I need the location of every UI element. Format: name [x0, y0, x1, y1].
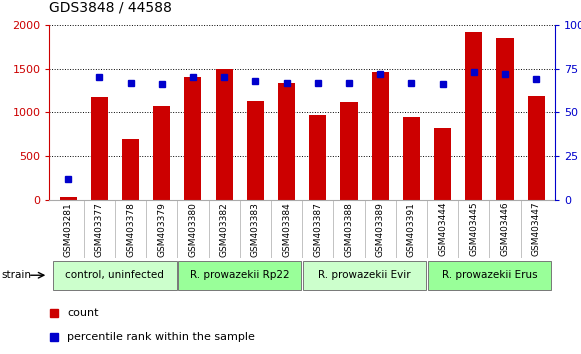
FancyBboxPatch shape: [53, 261, 177, 290]
Text: GSM403389: GSM403389: [376, 202, 385, 257]
FancyBboxPatch shape: [178, 261, 302, 290]
Bar: [184, 78, 202, 200]
Bar: [434, 128, 451, 200]
Bar: [247, 101, 264, 200]
Bar: [371, 72, 389, 200]
Text: GSM403377: GSM403377: [95, 202, 104, 257]
Text: GSM403384: GSM403384: [282, 202, 291, 257]
Bar: [216, 69, 233, 200]
Text: GSM403382: GSM403382: [220, 202, 228, 257]
Text: GSM403281: GSM403281: [63, 202, 73, 257]
Bar: [309, 115, 327, 200]
Text: GSM403378: GSM403378: [126, 202, 135, 257]
Bar: [465, 32, 482, 200]
Bar: [278, 82, 295, 200]
Text: GSM403380: GSM403380: [188, 202, 198, 257]
Text: GSM403387: GSM403387: [313, 202, 322, 257]
Bar: [403, 117, 420, 200]
FancyBboxPatch shape: [303, 261, 426, 290]
Bar: [340, 102, 357, 200]
Text: R. prowazekii Evir: R. prowazekii Evir: [318, 270, 411, 280]
Text: R. prowazekii Erus: R. prowazekii Erus: [442, 270, 537, 280]
Text: GDS3848 / 44588: GDS3848 / 44588: [49, 0, 172, 14]
Text: R. prowazekii Rp22: R. prowazekii Rp22: [190, 270, 289, 280]
Bar: [528, 96, 545, 200]
Bar: [59, 198, 77, 200]
Bar: [91, 97, 108, 200]
Text: GSM403388: GSM403388: [345, 202, 353, 257]
Text: GSM403391: GSM403391: [407, 202, 416, 257]
Text: GSM403447: GSM403447: [532, 202, 541, 256]
Text: GSM403444: GSM403444: [438, 202, 447, 256]
Text: strain: strain: [2, 270, 32, 280]
Bar: [496, 38, 514, 200]
Text: GSM403379: GSM403379: [157, 202, 166, 257]
Text: GSM403446: GSM403446: [500, 202, 510, 256]
Text: GSM403383: GSM403383: [251, 202, 260, 257]
Bar: [122, 139, 139, 200]
Text: control, uninfected: control, uninfected: [66, 270, 164, 280]
FancyBboxPatch shape: [428, 261, 551, 290]
Text: count: count: [67, 308, 99, 318]
Text: percentile rank within the sample: percentile rank within the sample: [67, 332, 255, 342]
Bar: [153, 106, 170, 200]
Text: GSM403445: GSM403445: [469, 202, 478, 256]
